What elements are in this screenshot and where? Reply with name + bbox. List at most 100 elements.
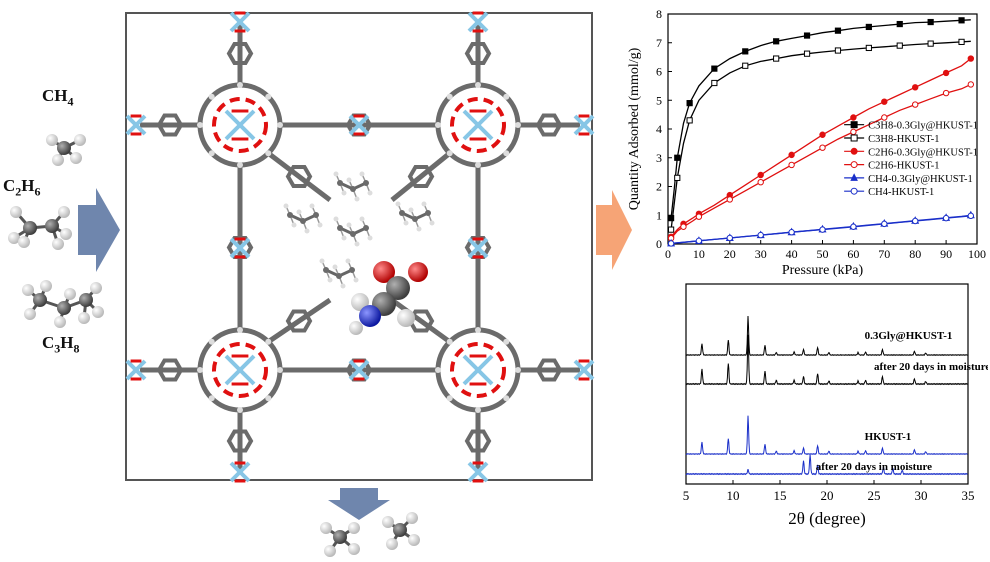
adsorption-arrow-icon: [596, 190, 632, 270]
data-point: [834, 27, 842, 34]
data-point: [773, 38, 780, 45]
xrd-pattern-after 20 days in moisture: after 20 days in moisture: [685, 454, 968, 476]
xrd-trace: [685, 334, 968, 386]
data-point: [819, 226, 826, 233]
x-tick-label: 30: [915, 488, 928, 503]
data-point: [788, 161, 795, 169]
data-point: [850, 114, 857, 121]
xrd-trace-label: HKUST-1: [865, 431, 912, 443]
cu-paddlewheel-icon: [573, 359, 595, 381]
series-CH4-HKUST-1: [667, 212, 975, 247]
data-point: [788, 151, 795, 159]
data-point: [865, 44, 872, 52]
adsorption-isotherm-chart: 0 10 20 30 40 50 60 70 80 90 100 0 1 2 3 4 5 6 7 8 Pressure …: [627, 7, 986, 278]
data-point: [927, 18, 934, 26]
x-axis-label: 2θ (degree): [788, 509, 866, 528]
cu-paddlewheel-icon: [125, 114, 147, 136]
y-axis-label: Quantity Adsorbed (mmol/g): [627, 47, 642, 210]
xrd-pattern-0.3Gly@HKUST-1: 0.3Gly@HKUST-1: [685, 315, 968, 357]
x-tick-label: 80: [909, 247, 921, 261]
data-point: [711, 65, 718, 72]
data-point: [958, 17, 965, 24]
cu-paddlewheel-icon: [125, 359, 147, 381]
data-point: [674, 154, 681, 161]
outlet-ch4-molecule-icon-2: [382, 512, 420, 550]
y-tick-label: 7: [656, 36, 662, 50]
cu-paddlewheel-icon: [229, 461, 251, 483]
x-axis-label: Pressure (kPa): [782, 263, 864, 278]
x-tick-label: 10: [727, 488, 740, 503]
mof-unit-cell-frame: [125, 12, 593, 481]
data-point: [667, 240, 675, 247]
data-point: [680, 223, 687, 230]
x-tick-label: 0: [665, 247, 671, 261]
btc-linker: [266, 151, 332, 202]
series-C2H6-HKUST-1: [667, 81, 975, 242]
legend-marker: [850, 173, 858, 181]
data-point: [912, 84, 919, 91]
data-point: [865, 23, 872, 31]
cu-paddlewheel-icon: [462, 109, 494, 141]
legend-label: CH4-0.3Gly@HKUST-1: [868, 174, 973, 185]
data-point: [942, 69, 950, 77]
guest-alkane-icon: [333, 171, 373, 202]
btc-linker: [140, 113, 200, 137]
data-point: [912, 217, 919, 225]
legend-marker: [850, 134, 858, 142]
x-tick-label: 70: [878, 247, 890, 261]
data-point: [695, 213, 703, 220]
series-line: [670, 19, 971, 219]
data-point: [773, 55, 780, 62]
data-point: [967, 55, 975, 62]
legend-label: C3H8-0.3Gly@HKUST-1: [868, 121, 978, 132]
data-point: [819, 131, 826, 138]
x-tick-label: 20: [821, 488, 834, 503]
data-point: [927, 40, 934, 47]
guest-alkane-icon: [395, 201, 435, 232]
cu-paddlewheel-icon: [467, 237, 489, 259]
guest-alkane-icon: [283, 203, 323, 234]
data-point: [803, 32, 811, 39]
hkust-1-framework: [125, 11, 595, 483]
data-point: [757, 231, 764, 239]
x-tick-label: 15: [774, 488, 787, 503]
legend-label: C2H6-0.3Gly@HKUST-1: [868, 147, 978, 158]
series-line: [670, 40, 971, 230]
data-point: [942, 89, 950, 97]
data-point: [850, 128, 857, 136]
btc-linker: [266, 297, 332, 345]
x-tick-label: 50: [817, 247, 829, 261]
data-point: [695, 237, 703, 245]
octahedral-cage: [197, 327, 283, 413]
data-point: [896, 20, 903, 28]
legend: C3H8-0.3Gly@HKUST-1 C3H8-HKUST-1 C2H6-0.3G…: [844, 121, 978, 198]
xrd-trace-label: 0.3Gly@HKUST-1: [865, 330, 953, 342]
ch4-outlet-arrow-icon: [328, 488, 390, 520]
data-point: [726, 196, 734, 203]
ch4-label: CH4: [42, 86, 74, 109]
x-tick-label: 10: [693, 247, 705, 261]
data-point: [850, 223, 857, 230]
x-tick-label: 60: [847, 247, 859, 261]
xrd-trace-label: after 20 days in moisture: [816, 461, 932, 473]
y-tick-label: 1: [656, 208, 662, 222]
x-tick-label: 90: [940, 247, 952, 261]
xrd-trace: [685, 315, 968, 357]
legend-marker: [850, 161, 858, 169]
legend-label: C3H8-HKUST-1: [868, 134, 939, 145]
pxrd-pattern-chart: 5 10 15 20 25 30 35 2θ (degree) 0.3Gly@HKUST-1 af…: [683, 283, 988, 528]
x-tick-label: 100: [968, 247, 986, 261]
outlet-ch4-molecule-icon: [320, 522, 360, 557]
btc-linker: [390, 151, 452, 202]
cu-paddlewheel-icon: [348, 359, 370, 381]
xrd-trace-label: after 20 days in moisture: [874, 361, 988, 373]
xrd-pattern-after 20 days in moisture: after 20 days in moisture: [685, 334, 988, 386]
x-tick-label: 20: [724, 247, 736, 261]
c3h8-label: C3H8: [42, 333, 80, 356]
y-tick-label: 0: [656, 237, 662, 251]
data-point: [819, 144, 826, 151]
data-point: [967, 81, 975, 88]
glycine-molecule-icon: [349, 261, 428, 335]
xrd-trace: [685, 454, 968, 476]
cu-paddlewheel-icon: [573, 114, 595, 136]
